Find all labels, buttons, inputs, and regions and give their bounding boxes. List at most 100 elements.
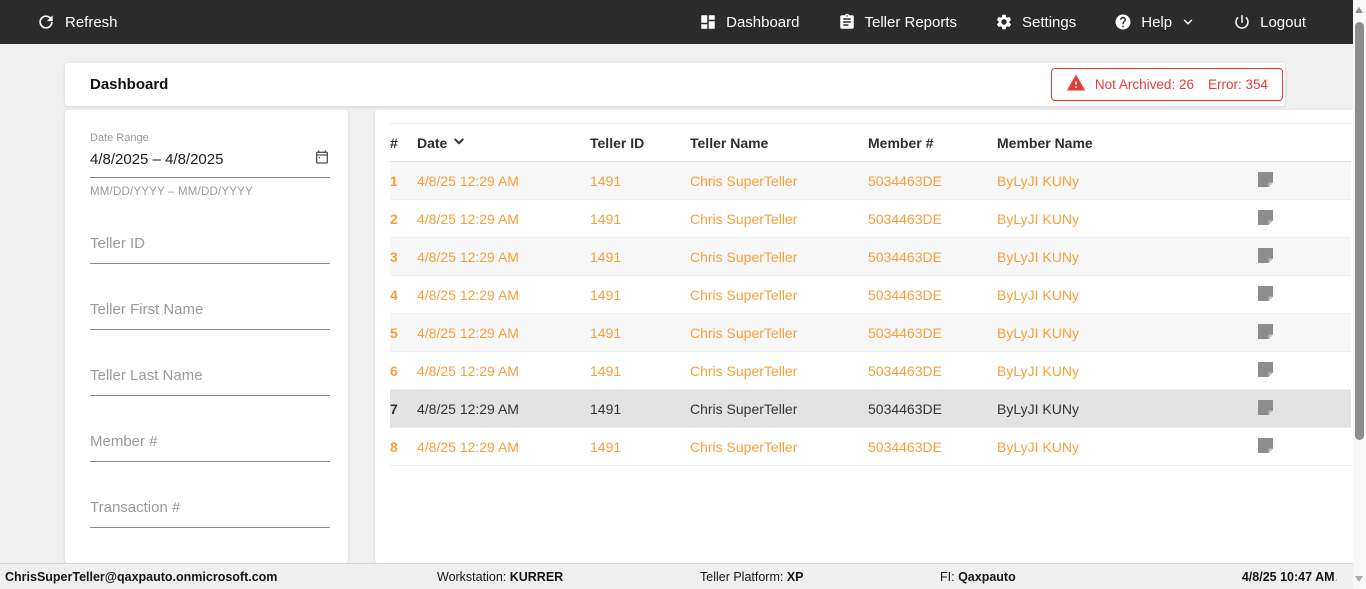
chevron-down-icon: [450, 132, 468, 153]
table-row[interactable]: 6 4/8/25 12:29 AM 1491 Chris SuperTeller…: [390, 352, 1351, 390]
table-row[interactable]: 5 4/8/25 12:29 AM 1491 Chris SuperTeller…: [390, 313, 1351, 352]
row-number: 4: [390, 286, 398, 303]
row-date: 4/8/25 12:29 AM: [417, 324, 519, 341]
col-header-member-name[interactable]: Member Name: [997, 123, 1180, 162]
row-teller-id: 1491: [590, 362, 622, 379]
row-member-number: 5034463DE: [868, 400, 942, 417]
nav-item-label: Teller Reports: [864, 13, 958, 31]
row-member-name: ByLyJI KUNy: [997, 362, 1079, 379]
transaction-number-input[interactable]: [90, 499, 330, 527]
row-member-name: ByLyJI KUNy: [997, 248, 1079, 265]
row-teller-id: 1491: [590, 248, 622, 265]
help-circle-icon: [1114, 13, 1132, 31]
row-number: 2: [390, 210, 398, 227]
table-row[interactable]: 1 4/8/25 12:29 AM 1491 Chris SuperTeller…: [390, 161, 1351, 200]
row-teller-id: 1491: [590, 438, 622, 455]
note-icon[interactable]: [1257, 171, 1274, 188]
nav-item-label: Help: [1141, 13, 1173, 31]
refresh-label: Refresh: [65, 13, 118, 31]
page-title: Dashboard: [90, 76, 169, 93]
col-header-teller-name[interactable]: Teller Name: [690, 123, 868, 162]
table-row[interactable]: 4 4/8/25 12:29 AM 1491 Chris SuperTeller…: [390, 276, 1351, 314]
nav-item-dashboard[interactable]: Dashboard: [699, 13, 800, 31]
refresh-button[interactable]: Refresh: [36, 12, 118, 32]
scrollbar-thumb[interactable]: [1355, 22, 1364, 440]
row-number: 7: [390, 400, 398, 417]
workstation-status: Workstation: KURRER: [437, 569, 564, 584]
teller-platform-status: Teller Platform: XP: [700, 569, 804, 584]
nav-item-label: Settings: [1022, 13, 1077, 31]
note-icon[interactable]: [1257, 437, 1274, 454]
row-teller-name: Chris SuperTeller: [690, 400, 798, 417]
row-teller-id: 1491: [590, 400, 622, 417]
row-member-name: ByLyJI KUNy: [997, 286, 1079, 303]
row-number: 5: [390, 324, 398, 341]
error-count: Error: 354: [1207, 77, 1268, 92]
row-number: 6: [390, 362, 398, 379]
transactions-panel: # Date Teller ID Teller Name Member # Me…: [375, 110, 1366, 563]
col-header-member-number[interactable]: Member #: [868, 123, 997, 162]
teller-last-name-input[interactable]: [90, 367, 330, 395]
calendar-icon[interactable]: [314, 149, 330, 170]
nav-item-teller-reports[interactable]: Teller Reports: [838, 13, 958, 31]
status-bar: ChrisSuperTeller@qaxpauto.onmicrosoft.co…: [0, 563, 1366, 589]
note-icon[interactable]: [1257, 323, 1274, 340]
note-icon[interactable]: [1257, 209, 1274, 226]
row-teller-id: 1491: [590, 210, 622, 227]
col-header-teller-id[interactable]: Teller ID: [590, 123, 690, 162]
row-teller-name: Chris SuperTeller: [690, 210, 798, 227]
row-member-number: 5034463DE: [868, 438, 942, 455]
col-header-num[interactable]: #: [390, 123, 417, 162]
col-header-date[interactable]: Date: [417, 123, 590, 162]
top-navbar: Refresh Dashboard Teller Reports Setting…: [0, 0, 1366, 44]
row-teller-id: 1491: [590, 324, 622, 341]
page-scrollbar[interactable]: [1353, 0, 1366, 589]
row-member-name: ByLyJI KUNy: [997, 400, 1079, 417]
row-teller-name: Chris SuperTeller: [690, 286, 798, 303]
row-teller-name: Chris SuperTeller: [690, 324, 798, 341]
row-date: 4/8/25 12:29 AM: [417, 400, 519, 417]
gear-icon: [995, 13, 1013, 31]
note-icon[interactable]: [1257, 247, 1274, 264]
row-teller-id: 1491: [590, 286, 622, 303]
row-date: 4/8/25 12:29 AM: [417, 362, 519, 379]
nav-item-help[interactable]: Help: [1114, 13, 1195, 31]
col-header-note: [1180, 123, 1351, 162]
archive-error-alert[interactable]: Not Archived: 26 Error: 354: [1050, 68, 1283, 101]
table-row[interactable]: 7 4/8/25 12:29 AM 1491 Chris SuperTeller…: [390, 389, 1351, 428]
row-teller-name: Chris SuperTeller: [690, 438, 798, 455]
date-range-label: Date Range: [90, 132, 149, 144]
scrollbar-down-arrow-icon[interactable]: [1355, 576, 1363, 582]
row-teller-name: Chris SuperTeller: [690, 248, 798, 265]
teller-id-input[interactable]: [90, 235, 330, 263]
scrollbar-up-arrow-icon[interactable]: [1355, 7, 1363, 13]
row-member-number: 5034463DE: [868, 210, 942, 227]
note-icon[interactable]: [1257, 399, 1274, 416]
row-member-name: ByLyJI KUNy: [997, 324, 1079, 341]
user-email: ChrisSuperTeller@qaxpauto.onmicrosoft.co…: [5, 569, 278, 584]
warning-triangle-icon: [1066, 73, 1086, 96]
note-icon[interactable]: [1257, 361, 1274, 378]
nav-item-settings[interactable]: Settings: [995, 13, 1076, 31]
table-row[interactable]: 3 4/8/25 12:29 AM 1491 Chris SuperTeller…: [390, 237, 1351, 276]
teller-first-name-input[interactable]: [90, 301, 330, 329]
note-icon[interactable]: [1257, 285, 1274, 302]
table-row[interactable]: 2 4/8/25 12:29 AM 1491 Chris SuperTeller…: [390, 200, 1351, 238]
row-member-number: 5034463DE: [868, 324, 942, 341]
not-archived-count: Not Archived: 26: [1094, 77, 1194, 92]
row-member-name: ByLyJI KUNy: [997, 438, 1079, 455]
row-member-number: 5034463DE: [868, 248, 942, 265]
member-number-input[interactable]: [90, 433, 330, 461]
chevron-down-icon: [1181, 15, 1195, 29]
row-teller-name: Chris SuperTeller: [690, 362, 798, 379]
row-member-name: ByLyJI KUNy: [997, 172, 1079, 189]
date-range-input[interactable]: [90, 151, 295, 168]
nav-item-logout[interactable]: Logout: [1233, 13, 1306, 31]
row-date: 4/8/25 12:29 AM: [417, 248, 519, 265]
fi-status: FI: Qaxpauto: [940, 569, 1016, 584]
row-number: 8: [390, 438, 398, 455]
row-number: 3: [390, 248, 398, 265]
row-teller-id: 1491: [590, 172, 622, 189]
row-number: 1: [390, 172, 398, 189]
table-row[interactable]: 8 4/8/25 12:29 AM 1491 Chris SuperTeller…: [390, 428, 1351, 466]
